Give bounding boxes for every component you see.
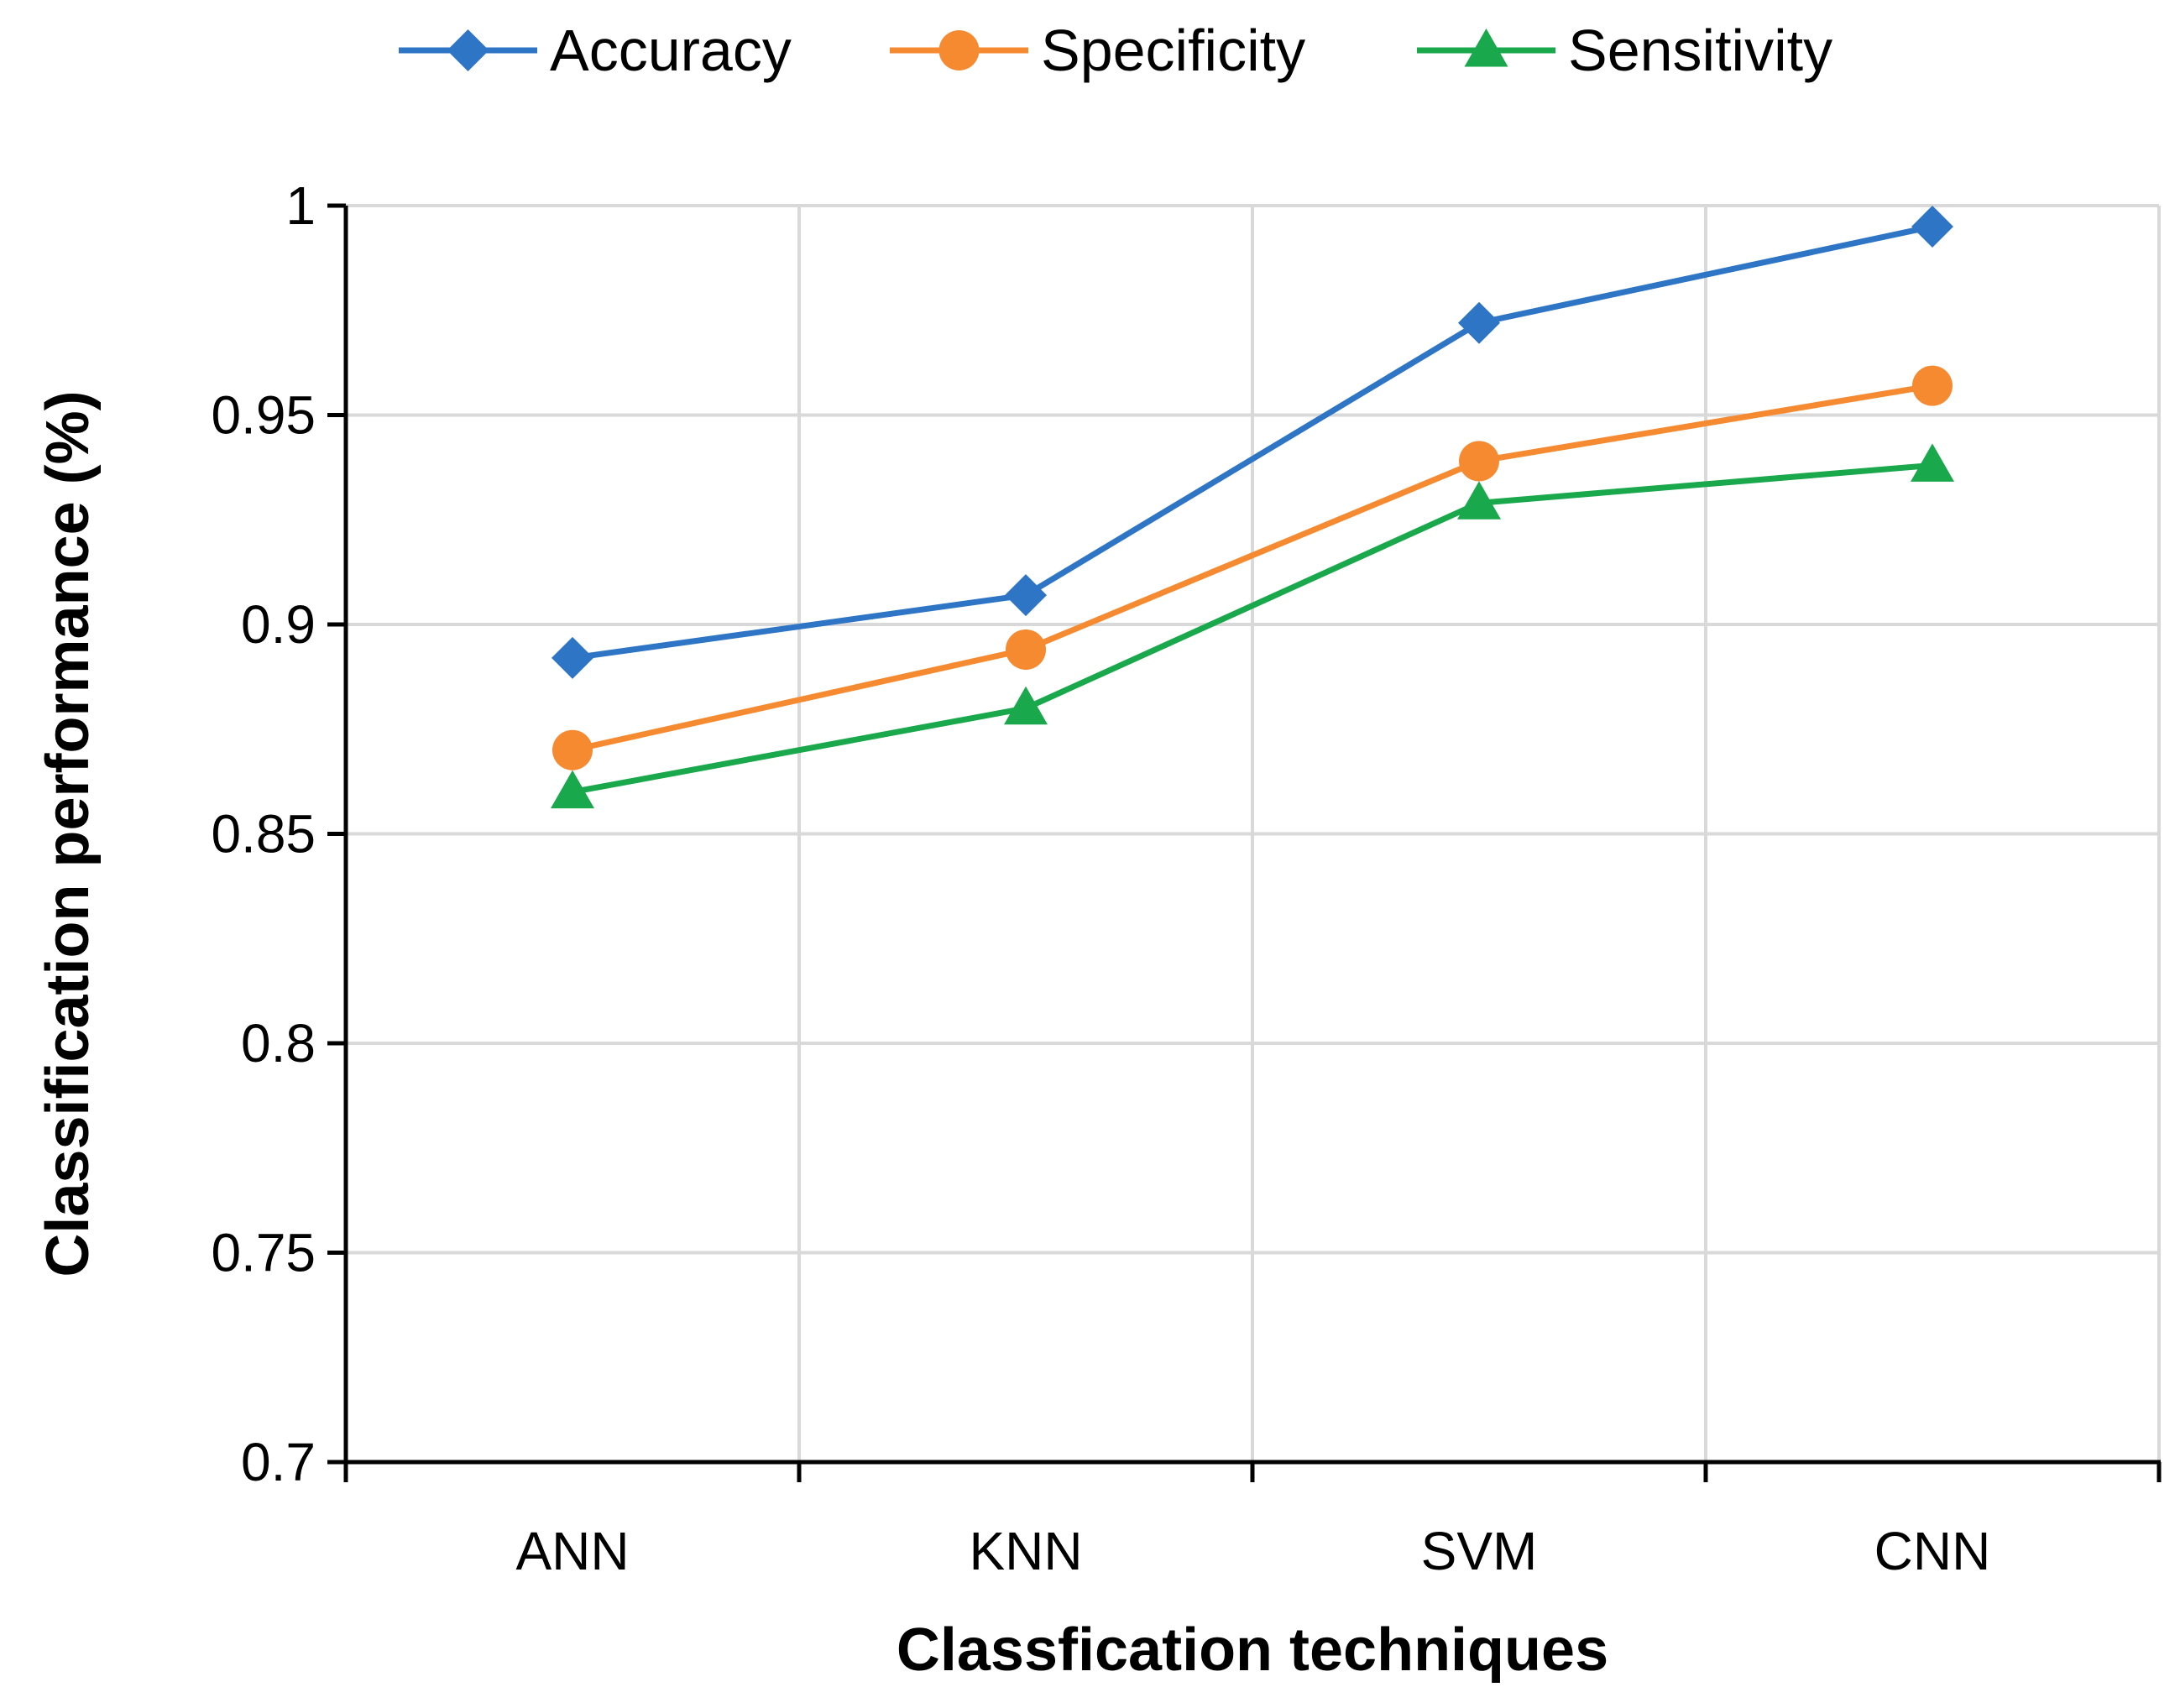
series-lines: [572, 223, 1933, 796]
grid: [346, 204, 2161, 1462]
x-axis-title: Classfication techniques: [897, 1617, 1608, 1684]
tick-labels: 0.7 0.75 0.8 0.85 0.9 0.95 1 ANN KNN SVM CNN: [211, 175, 1990, 1581]
data-point-accuracy: [1458, 301, 1500, 344]
x-tick-label: SVM: [1421, 1521, 1538, 1581]
data-point-accuracy: [1911, 205, 1953, 248]
legend-marker: [447, 29, 489, 71]
legend-label: Accuracy: [550, 18, 792, 83]
y-tick-label: 0.8: [241, 1013, 316, 1073]
y-tick-label: 1: [285, 175, 316, 236]
series-line-sensitivity: [572, 462, 1933, 796]
x-tick-label: KNN: [969, 1521, 1082, 1581]
y-tick-label: 0.9: [241, 594, 316, 655]
data-point-specificity: [1459, 441, 1499, 482]
x-tick-label: CNN: [1874, 1521, 1991, 1581]
series-line-specificity: [572, 383, 1933, 754]
series-markers: [551, 205, 1954, 809]
legend-item-accuracy: Accuracy: [399, 18, 792, 83]
data-point-accuracy: [1005, 574, 1047, 617]
legend-item-specificity: Specificity: [890, 18, 1305, 83]
x-tick-label: ANN: [515, 1521, 629, 1581]
legend-marker: [1464, 29, 1508, 67]
data-point-accuracy: [552, 636, 593, 679]
legend-label: Sensitivity: [1568, 18, 1832, 83]
y-tick-label: 0.95: [211, 385, 316, 446]
legend-label: Specificity: [1041, 18, 1305, 83]
data-point-sensitivity: [1911, 443, 1954, 482]
legend: Accuracy Specificity Sensitivity: [399, 18, 1832, 83]
y-tick-label: 0.85: [211, 804, 316, 864]
y-tick-label: 0.7: [241, 1432, 316, 1492]
y-axis-title: Classification performance (%): [34, 390, 102, 1277]
data-point-specificity: [1912, 365, 1953, 406]
data-point-sensitivity: [1004, 686, 1048, 725]
axes: [327, 203, 2162, 1482]
data-point-sensitivity: [551, 770, 594, 809]
series-line-accuracy: [572, 223, 1933, 661]
data-point-specificity: [552, 729, 593, 770]
legend-item-sensitivity: Sensitivity: [1417, 18, 1832, 83]
data-point-specificity: [1006, 629, 1046, 670]
y-tick-label: 0.75: [211, 1223, 316, 1283]
legend-marker: [938, 30, 980, 71]
data-point-sensitivity: [1457, 481, 1501, 520]
